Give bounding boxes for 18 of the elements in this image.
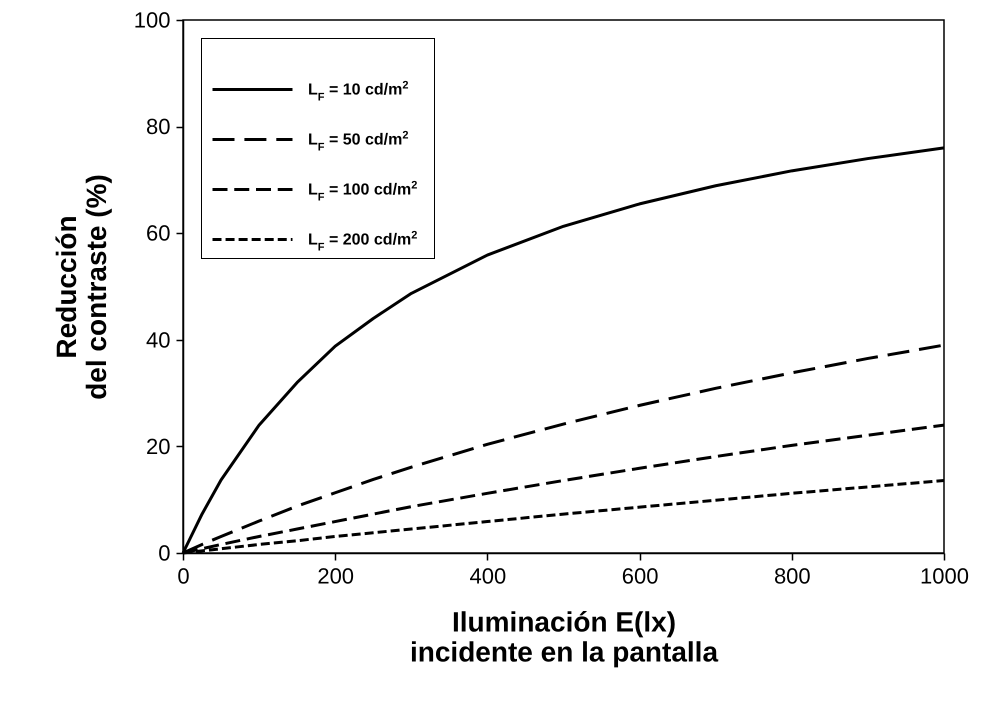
- legend-label: L$_{F}$ = 200 cd/m$^{2}$: [308, 230, 418, 254]
- x-tick-label: 0: [177, 564, 190, 588]
- y-tick-label: 60: [146, 220, 170, 246]
- y-tick-label: 40: [146, 327, 170, 352]
- y-tick-label: 20: [146, 434, 170, 459]
- legend-label: L$_{F}$ = 50 cd/m$^{2}$: [308, 130, 408, 154]
- x-axis-title: Iluminación E(lx) incidente en la pantalla: [410, 606, 718, 668]
- legend-label: L$_{F}$ = 10 cd/m$^{2}$: [308, 80, 408, 104]
- legend-label: L$_{F}$ = 100 cd/m$^{2}$: [308, 180, 418, 204]
- x-tick-label: 800: [774, 564, 811, 588]
- y-tick-label: 80: [146, 114, 170, 140]
- y-tick-label: 100: [134, 8, 170, 32]
- y-tick-label: 0: [158, 540, 170, 566]
- x-tick-label: 600: [622, 564, 658, 588]
- x-tick-label: 400: [470, 564, 506, 588]
- x-tick-label: 1000: [920, 564, 969, 588]
- x-tick-label: 200: [317, 564, 354, 588]
- y-axis-title: Reducción del contraste (%): [50, 174, 112, 400]
